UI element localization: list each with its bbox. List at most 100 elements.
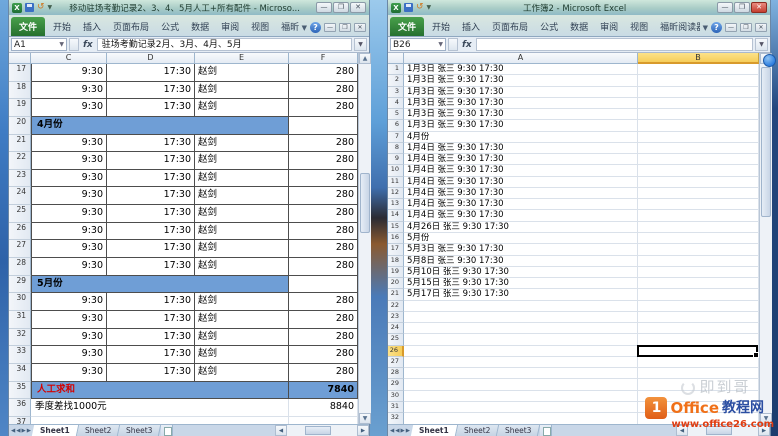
file-tab[interactable]: 文件: [11, 17, 46, 36]
undo-icon[interactable]: ↺: [416, 2, 424, 12]
cell-C33[interactable]: 9:30: [31, 346, 107, 364]
undo-icon[interactable]: ↺: [37, 2, 45, 12]
cell-C22[interactable]: 9:30: [31, 152, 107, 170]
name-box-dropdown-icon[interactable]: ▼: [438, 41, 443, 48]
cell-B28[interactable]: [638, 368, 759, 380]
cell-A23[interactable]: [404, 311, 638, 324]
row-header-12[interactable]: 12: [388, 187, 404, 200]
cell-E26[interactable]: 赵剑: [195, 222, 289, 241]
cell-D21[interactable]: 17:30: [107, 134, 195, 153]
cell-B25[interactable]: [638, 334, 759, 346]
cell-E25[interactable]: 赵剑: [195, 205, 289, 223]
cell-A22[interactable]: [404, 300, 638, 312]
formula-buttons[interactable]: [69, 38, 79, 51]
row-header-31[interactable]: 31: [388, 401, 404, 414]
cell-F25[interactable]: 280: [289, 205, 358, 223]
ribbon-tab-视图[interactable]: 视图: [251, 23, 270, 33]
row-header-13[interactable]: 13: [388, 199, 404, 211]
cell-D32[interactable]: 17:30: [107, 328, 195, 347]
cell-F32[interactable]: 280: [289, 328, 358, 347]
cell-F30[interactable]: 280: [289, 293, 358, 311]
cell-B8[interactable]: [638, 142, 759, 155]
cell-B2[interactable]: [638, 75, 759, 87]
cell-A15[interactable]: 4月26日 张三 9:30 17:30: [404, 221, 638, 233]
cell-C17[interactable]: 9:30: [31, 64, 107, 82]
scroll-down-icon[interactable]: ▼: [359, 413, 371, 424]
vertical-scrollbar[interactable]: ▲ ▼: [358, 53, 371, 424]
cell-F28[interactable]: 280: [289, 258, 358, 276]
cell-D25[interactable]: 17:30: [107, 205, 195, 223]
next-sheet-icon[interactable]: ▶: [21, 427, 26, 434]
cell-D22[interactable]: 17:30: [107, 152, 195, 170]
workbook-restore-button[interactable]: ❐: [740, 23, 752, 32]
sheet-tab-Sheet2[interactable]: Sheet2: [76, 425, 121, 436]
cell-E32[interactable]: 赵剑: [195, 328, 289, 347]
row-header-1[interactable]: 1: [388, 64, 404, 76]
cell-B12[interactable]: [638, 187, 759, 200]
ribbon-tab-数据[interactable]: 数据: [191, 23, 210, 33]
cell-A8[interactable]: 1月4日 张三 9:30 17:30: [404, 142, 638, 155]
cell-B24[interactable]: [638, 323, 759, 335]
empty-cells[interactable]: [31, 416, 289, 424]
cell-F29[interactable]: [289, 275, 358, 294]
excel-app-icon[interactable]: X: [391, 2, 401, 13]
worksheet-grid[interactable]: 1 1月3日 张三 9:30 17:30 2 1月3日 张三 9:30 17:30 3 1…: [388, 64, 759, 424]
close-button[interactable]: ✕: [751, 2, 767, 13]
ribbon-tab-页面布局[interactable]: 页面布局: [492, 23, 529, 33]
workbook-close-button[interactable]: ✕: [354, 23, 366, 32]
cell-C18[interactable]: 9:30: [31, 81, 107, 100]
cell-B4[interactable]: [638, 97, 759, 110]
formula-input[interactable]: [475, 38, 753, 51]
select-all-corner[interactable]: [9, 53, 31, 64]
cell-E21[interactable]: 赵剑: [195, 134, 289, 153]
row-header-16[interactable]: 16: [388, 232, 404, 245]
cell-E30[interactable]: 赵剑: [195, 293, 289, 311]
ribbon-tab-页面布局[interactable]: 页面布局: [113, 23, 150, 33]
row-header-30[interactable]: 30: [388, 390, 404, 402]
row-header-22[interactable]: 22: [388, 300, 404, 312]
cell-E28[interactable]: 赵剑: [195, 258, 289, 276]
cell-B6[interactable]: [638, 120, 759, 132]
ribbon-tab-插入[interactable]: 插入: [462, 23, 481, 33]
scrollbar-thumb[interactable]: [761, 67, 771, 217]
close-button[interactable]: ✕: [350, 2, 366, 13]
cell-A29[interactable]: [404, 379, 638, 391]
cell-C30[interactable]: 9:30: [31, 293, 107, 311]
workbook-close-button[interactable]: ✕: [755, 23, 767, 32]
cell-C27[interactable]: 9:30: [31, 240, 107, 259]
cell-F18[interactable]: 280: [289, 81, 358, 100]
row-header-28[interactable]: 28: [388, 368, 404, 380]
row-header-17[interactable]: 17: [9, 64, 31, 82]
column-header-D[interactable]: D: [107, 53, 195, 64]
cell-A30[interactable]: [404, 390, 638, 402]
cell-C34[interactable]: 9:30: [31, 363, 107, 382]
cell-B22[interactable]: [638, 300, 759, 312]
title-bar[interactable]: X ↺ ▼ 工作簿2 - Microsoft Excel — ❐ ✕: [388, 0, 770, 15]
cell-B9[interactable]: [638, 154, 759, 166]
cell-A32[interactable]: [404, 413, 638, 424]
workbook-minimize-button[interactable]: —: [324, 23, 336, 32]
prev-sheet-icon[interactable]: ◀: [16, 427, 21, 434]
first-sheet-icon[interactable]: ◀: [390, 427, 395, 434]
section-row-4月份[interactable]: 4月份: [31, 116, 289, 135]
row-header-21[interactable]: 21: [9, 134, 31, 153]
cell-A3[interactable]: 1月3日 张三 9:30 17:30: [404, 86, 638, 98]
minimize-button[interactable]: —: [316, 2, 332, 13]
cell-A24[interactable]: [404, 323, 638, 335]
row-header-18[interactable]: 18: [388, 255, 404, 267]
cell-B29[interactable]: [638, 379, 759, 391]
row-header-23[interactable]: 23: [9, 169, 31, 188]
formula-input[interactable]: 驻场考勤记录2月、3月、4月、5月: [96, 38, 352, 51]
maximize-button[interactable]: ❐: [734, 2, 750, 13]
row-header-4[interactable]: 4: [388, 97, 404, 110]
first-sheet-icon[interactable]: ◀: [11, 427, 16, 434]
horizontal-scrollbar[interactable]: [287, 425, 357, 436]
row-header-20[interactable]: 20: [388, 278, 404, 290]
row-header-14[interactable]: 14: [388, 210, 404, 222]
floating-bubble-icon[interactable]: [763, 54, 776, 67]
cell-E22[interactable]: 赵剑: [195, 152, 289, 170]
horizontal-scrollbar[interactable]: [688, 425, 758, 436]
empty-cell-F[interactable]: [289, 416, 358, 424]
column-header-B[interactable]: B: [638, 53, 759, 64]
cell-C23[interactable]: 9:30: [31, 169, 107, 188]
